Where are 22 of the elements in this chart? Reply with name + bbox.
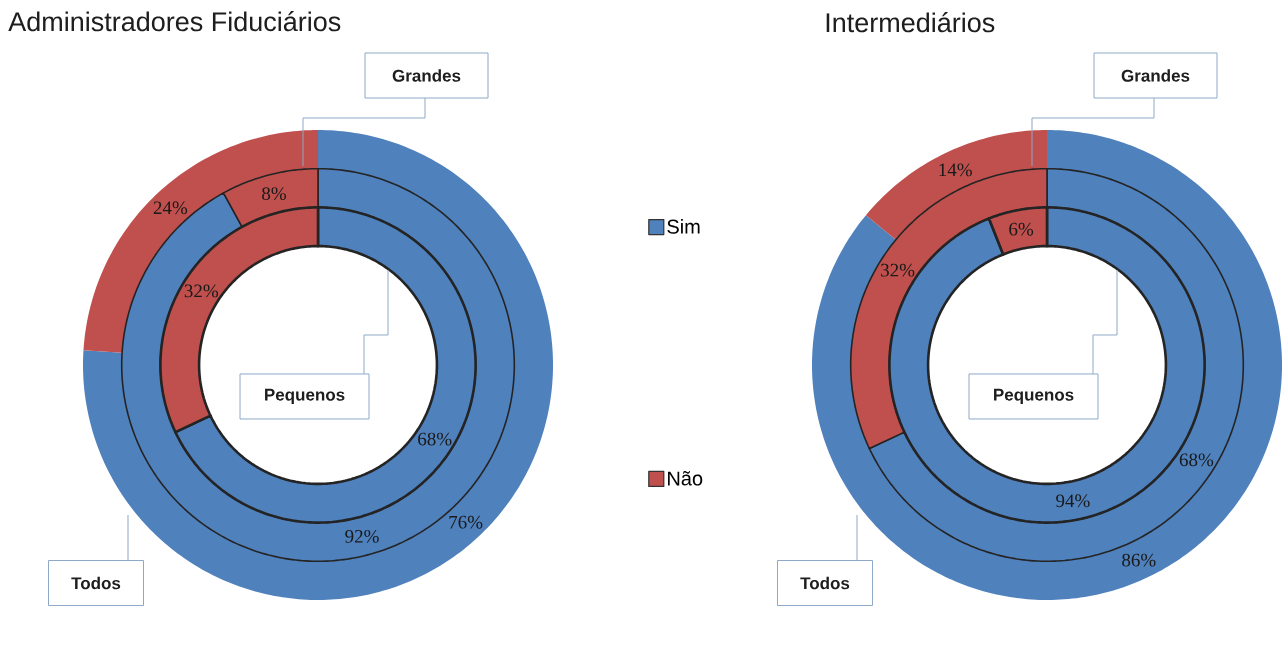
data-label: 94% (1056, 494, 1090, 508)
data-label: 68% (1179, 453, 1214, 467)
data-label: 24% (153, 201, 188, 215)
data-label: 8% (262, 187, 286, 201)
data-label: 68% (418, 432, 452, 446)
chart-title: Intermediários (826, 12, 995, 33)
legend-label: Sim (667, 219, 700, 234)
slice-label: Todos (800, 576, 850, 590)
slice-label: Grandes (1121, 69, 1190, 82)
slice-label: Pequenos (994, 388, 1074, 405)
data-label: 6% (1009, 222, 1034, 236)
slice-label: Pequenos (265, 388, 345, 405)
data-label: 92% (345, 529, 379, 543)
data-label: 86% (1122, 553, 1156, 567)
legend-label: Não (668, 471, 703, 486)
data-label: 32% (881, 263, 915, 277)
data-label: 32% (184, 284, 219, 298)
data-label: 76% (449, 515, 483, 529)
chart-title: Administradores Fiduciários (8, 11, 341, 32)
data-label: 14% (939, 163, 972, 177)
slice-label: Grandes (392, 69, 461, 82)
slice-label: Todos (71, 576, 121, 590)
